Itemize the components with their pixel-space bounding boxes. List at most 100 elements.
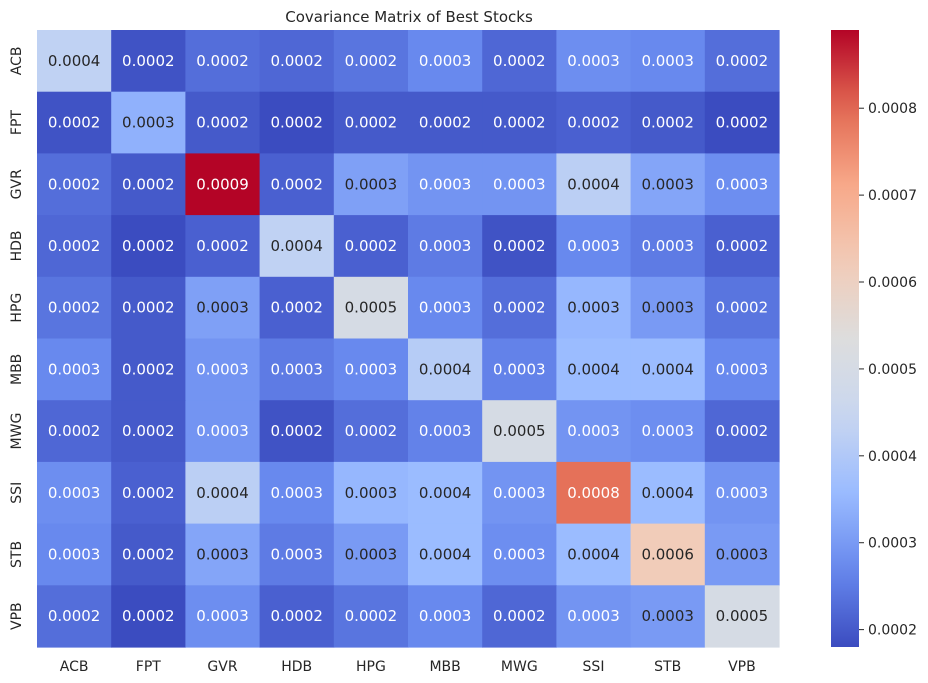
cell-value-label: 0.0003: [419, 299, 472, 317]
cell-value-label: 0.0009: [196, 175, 249, 193]
colorbar-tick-label: 0.0008: [868, 101, 917, 117]
cell-value-label: 0.0004: [567, 175, 620, 193]
cell-value-label: 0.0003: [270, 545, 323, 563]
cell-value-label: 0.0002: [716, 422, 769, 440]
cell-value-label: 0.0004: [567, 360, 620, 378]
cell-value-label: 0.0003: [196, 422, 249, 440]
cell-value-label: 0.0002: [122, 299, 175, 317]
y-tick-label: VPB: [9, 602, 25, 630]
heatmap-cell-hdb-gvr: [185, 215, 261, 278]
heatmap-cell-mwg-hdb: [259, 400, 335, 463]
heatmap-cell-hpg-gvr: [185, 276, 261, 340]
heatmap-cell-hpg-fpt: [111, 276, 186, 340]
heatmap-cell-acb-mwg: [482, 30, 557, 93]
colorbar-tick-label: 0.0006: [868, 275, 917, 291]
heatmap-cell-fpt-fpt: [111, 91, 186, 154]
heatmap-cell-mbb-gvr: [185, 338, 261, 401]
heatmap-cell-vpb-stb: [630, 585, 706, 648]
heatmap-cell-mbb-vpb: [704, 338, 780, 401]
cell-value-label: 0.0002: [493, 52, 546, 70]
cell-value-label: 0.0003: [567, 52, 620, 70]
heatmap-cell-hdb-acb: [37, 215, 112, 278]
cell-value-label: 0.0003: [567, 299, 620, 317]
cell-value-label: 0.0003: [270, 484, 323, 502]
cell-value-label: 0.0002: [270, 299, 323, 317]
y-tick-label: MWG: [9, 413, 25, 450]
heatmap-cell-stb-mwg: [482, 523, 557, 586]
heatmap-cell-hdb-ssi: [556, 215, 632, 278]
cell-value-label: 0.0003: [567, 607, 620, 625]
cell-value-label: 0.0002: [345, 607, 398, 625]
cell-value-label: 0.0003: [419, 52, 472, 70]
heatmap-cell-mwg-fpt: [111, 400, 186, 463]
cell-value-label: 0.0004: [270, 237, 323, 255]
heatmap-cell-ssi-fpt: [111, 461, 186, 525]
heatmap-cell-stb-gvr: [185, 523, 261, 586]
colorbar-tick-label: 0.0002: [868, 623, 917, 639]
y-tick-label: SSI: [9, 482, 25, 504]
heatmap-cell-gvr-gvr: [185, 153, 261, 216]
cell-value-label: 0.0004: [641, 360, 694, 378]
heatmap-cell-stb-acb: [37, 523, 112, 586]
heatmap-cell-ssi-mwg: [482, 461, 557, 525]
cell-value-label: 0.0003: [641, 422, 694, 440]
heatmap-cell-mbb-mwg: [482, 338, 557, 401]
y-axis-tick-labels: ACB FPT GVR HDB HPG MBB MWG SSI STB VPB: [9, 46, 25, 629]
heatmap-cell-ssi-ssi: [556, 461, 632, 525]
cell-value-label: 0.0002: [270, 52, 323, 70]
heatmap-cell-vpb-gvr: [185, 585, 261, 648]
y-tick-label: STB: [9, 541, 25, 568]
heatmap-cell-mwg-mwg: [482, 400, 557, 463]
heatmap-cell-fpt-gvr: [185, 91, 261, 154]
cell-value-label: 0.0003: [419, 607, 472, 625]
heatmap-cell-acb-hdb: [259, 30, 335, 93]
cell-value-label: 0.0002: [345, 422, 398, 440]
heatmap-cell-fpt-mwg: [482, 91, 557, 154]
heatmap-cell-stb-vpb: [704, 523, 780, 586]
cell-value-label: 0.0003: [419, 175, 472, 193]
x-axis-tick-labels: ACB FPT GVR HDB HPG MBB MWG SSI STB VPB: [60, 659, 756, 675]
heatmap-cell-vpb-acb: [37, 585, 112, 648]
cell-value-label: 0.0003: [716, 175, 769, 193]
heatmap-cell-fpt-acb: [37, 91, 112, 154]
heatmap-cell-mbb-hpg: [333, 338, 409, 401]
heatmap-cell-stb-hpg: [333, 523, 409, 586]
heatmap-cell-vpb-fpt: [111, 585, 186, 648]
heatmap-cell-hpg-stb: [630, 276, 706, 340]
heatmap-cell-vpb-mwg: [482, 585, 557, 648]
heatmap-cell-acb-fpt: [111, 30, 186, 93]
heatmap-cell-gvr-stb: [630, 153, 706, 216]
cell-value-label: 0.0004: [419, 360, 472, 378]
heatmap-cell-hdb-mbb: [408, 215, 483, 278]
heatmap-cell-fpt-stb: [630, 91, 706, 154]
heatmap-cell-gvr-mbb: [408, 153, 483, 216]
heatmap-cell-vpb-hpg: [333, 585, 409, 648]
x-tick-label: FPT: [136, 659, 161, 675]
cell-value-label: 0.0005: [716, 607, 769, 625]
cell-value-label: 0.0003: [345, 545, 398, 563]
cell-value-label: 0.0003: [641, 299, 694, 317]
x-tick-label: MBB: [429, 659, 460, 675]
heatmap-cell-stb-stb: [630, 523, 706, 586]
heatmap-cell-mwg-acb: [37, 400, 112, 463]
cell-value-label: 0.0004: [419, 484, 472, 502]
y-tick-label: HDB: [9, 230, 25, 261]
cell-value-label: 0.0005: [493, 422, 546, 440]
heatmap-cell-mwg-mbb: [408, 400, 483, 463]
heatmap-cell-mbb-hdb: [259, 338, 335, 401]
cell-value-label: 0.0003: [196, 360, 249, 378]
heatmap-cell-mwg-gvr: [185, 400, 261, 463]
colorbar-tick-label: 0.0004: [868, 449, 917, 465]
heatmap-cell-acb-mbb: [408, 30, 483, 93]
cell-value-label: 0.0003: [196, 545, 249, 563]
heatmap-cell-vpb-ssi: [556, 585, 632, 648]
cell-value-label: 0.0003: [716, 545, 769, 563]
heatmap-cell-ssi-stb: [630, 461, 706, 525]
heatmap-cell-ssi-vpb: [704, 461, 780, 525]
cell-value-label: 0.0008: [567, 484, 620, 502]
heatmap-cell-stb-hdb: [259, 523, 335, 586]
heatmap-cell-hpg-mbb: [408, 276, 483, 340]
cell-value-label: 0.0003: [641, 175, 694, 193]
colorbar-tick-label: 0.0003: [868, 536, 917, 552]
x-tick-label: GVR: [207, 659, 237, 675]
